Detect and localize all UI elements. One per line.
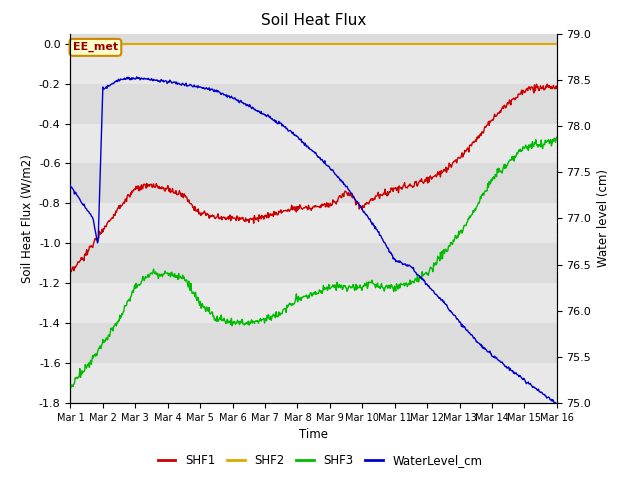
Bar — [70, 84, 557, 123]
Y-axis label: Soil Heat Flux (W/m2): Soil Heat Flux (W/m2) — [20, 154, 33, 283]
Bar — [70, 204, 557, 243]
Bar — [70, 283, 557, 324]
Legend: SHF1, SHF2, SHF3, WaterLevel_cm: SHF1, SHF2, SHF3, WaterLevel_cm — [153, 449, 487, 472]
Bar — [70, 363, 557, 403]
Bar — [70, 44, 557, 84]
Y-axis label: Water level (cm): Water level (cm) — [597, 169, 610, 267]
X-axis label: Time: Time — [299, 429, 328, 442]
Bar — [70, 324, 557, 363]
Bar — [70, 123, 557, 164]
Bar — [70, 164, 557, 204]
Title: Soil Heat Flux: Soil Heat Flux — [261, 13, 366, 28]
Bar — [70, 243, 557, 283]
Text: EE_met: EE_met — [73, 42, 118, 52]
